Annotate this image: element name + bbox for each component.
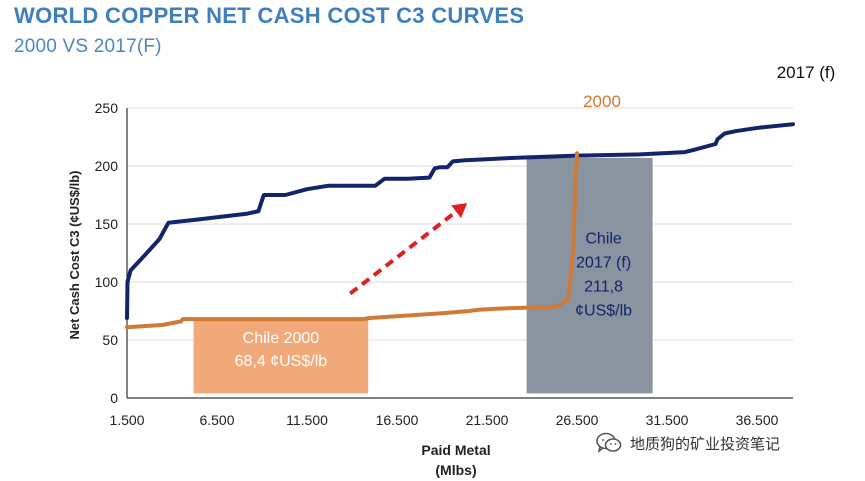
y-tick-label: 50 bbox=[102, 332, 118, 348]
chile-2017-label-line: 2017 (f) bbox=[576, 255, 631, 272]
x-tick-label: 1.500 bbox=[109, 412, 144, 428]
watermark-text: 地质狗的矿业投资笔记 bbox=[630, 434, 781, 453]
y-tick-label: 100 bbox=[95, 274, 119, 290]
chile-2000-label-line: Chile 2000 bbox=[243, 330, 320, 347]
x-tick-label: 21.500 bbox=[466, 412, 509, 428]
trend-arrow-shaft bbox=[348, 210, 458, 296]
y-tick-label: 0 bbox=[110, 390, 118, 406]
chile-2017-label-line: 211,8 bbox=[584, 279, 623, 296]
series-2017-line bbox=[125, 122, 795, 320]
y-tick-label: 150 bbox=[95, 216, 119, 232]
page-title: WORLD COPPER NET CASH COST C3 CURVES bbox=[14, 3, 525, 28]
chile-2017-box bbox=[526, 157, 653, 394]
y-tick-label: 250 bbox=[95, 100, 119, 116]
x-tick-label: 16.500 bbox=[376, 412, 419, 428]
x-tick-label: 36.500 bbox=[736, 412, 779, 428]
x-tick-label: 26.500 bbox=[556, 412, 599, 428]
x-tick-label: 6.500 bbox=[199, 412, 234, 428]
trend-arrow-head bbox=[451, 203, 468, 218]
series-2017-annotation: 2017 (f) bbox=[777, 63, 836, 82]
chile-2000-label-line: 68,4 ¢US$/lb bbox=[235, 353, 328, 370]
wechat-icon bbox=[596, 432, 622, 453]
chile-2017-label-line: Chile bbox=[585, 231, 622, 248]
y-axis-label: Net Cash Cost C3 (¢US$/lb) bbox=[67, 170, 82, 339]
series-2000-annotation: 2000 bbox=[583, 92, 621, 111]
y-tick-label: 200 bbox=[95, 158, 119, 174]
x-axis-label: Paid Metal bbox=[421, 442, 490, 458]
chile-2000-box bbox=[193, 319, 369, 394]
watermark: 地质狗的矿业投资笔记 bbox=[596, 432, 780, 454]
x-tick-label: 11.500 bbox=[286, 412, 328, 428]
x-axis-unit-label: (Mlbs) bbox=[435, 462, 476, 478]
chile-2017-label-line: ¢US$/lb bbox=[575, 303, 632, 320]
page-subtitle: 2000 VS 2017(F) bbox=[14, 36, 162, 57]
series-2000-line bbox=[125, 151, 579, 330]
x-tick-label: 31.500 bbox=[646, 412, 689, 428]
